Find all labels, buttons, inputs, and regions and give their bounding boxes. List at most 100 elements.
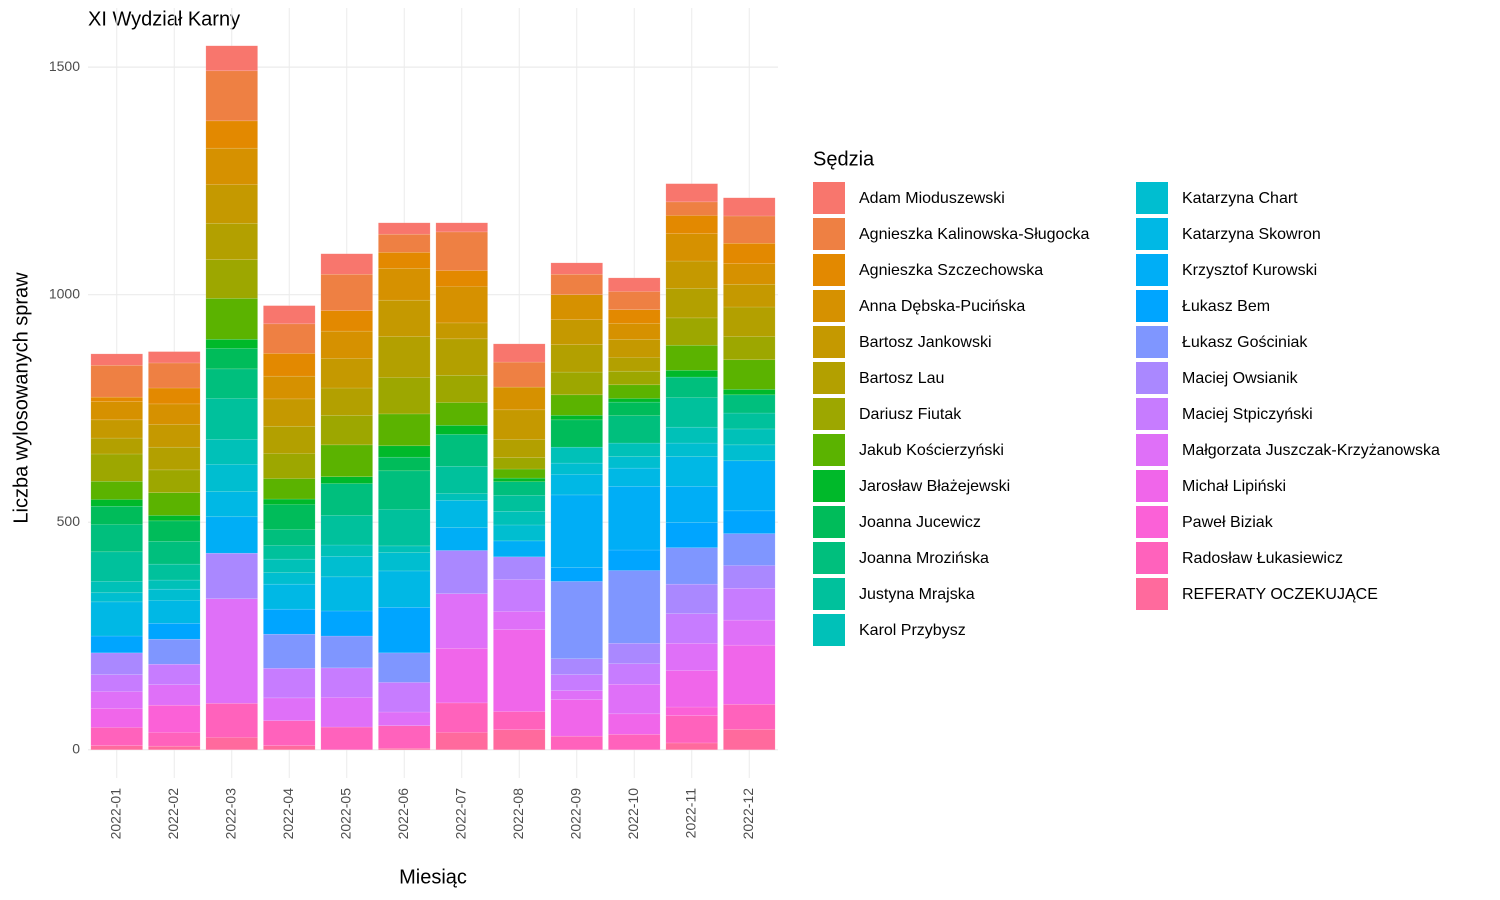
bar-segment xyxy=(263,583,316,610)
bar-segment xyxy=(378,299,431,337)
bar-segment xyxy=(263,425,316,454)
legend-key xyxy=(813,218,845,250)
bar-segment xyxy=(148,492,201,516)
bar-segment xyxy=(665,547,718,585)
bar-segment xyxy=(378,445,431,458)
bar-segment xyxy=(493,468,546,479)
bar-segment xyxy=(723,460,776,512)
bar-segment xyxy=(723,359,776,390)
bar-segment xyxy=(723,336,776,361)
bar-segment xyxy=(320,253,373,275)
bar-segment xyxy=(723,428,776,446)
legend-label: Dariusz Fiutak xyxy=(859,406,962,423)
legend-key xyxy=(813,434,845,466)
bar-segment xyxy=(550,690,603,700)
bar-segment xyxy=(608,684,661,715)
bar-segment xyxy=(550,394,603,416)
bar-segment xyxy=(263,558,316,574)
bar-segment xyxy=(263,498,316,505)
legend-label: Joanna Mrozińska xyxy=(859,550,989,567)
bar-segment xyxy=(205,348,258,370)
bar-segment xyxy=(263,323,316,354)
bar-segment xyxy=(608,442,661,457)
bar-segment xyxy=(90,592,143,603)
legend-label: Łukasz Gościniak xyxy=(1182,334,1308,351)
legend-key xyxy=(1136,578,1168,610)
bar-segment xyxy=(723,412,776,430)
bar-segment xyxy=(665,201,718,216)
bar-segment xyxy=(148,387,201,405)
x-tick-label: 2022-02 xyxy=(165,788,181,840)
bar-segment xyxy=(723,389,776,396)
legend-label: Łukasz Bem xyxy=(1182,298,1270,315)
legend-key xyxy=(813,326,845,358)
legend-label: Katarzyna Skowron xyxy=(1182,226,1321,243)
bar-segment xyxy=(148,588,201,601)
legend-label: Jakub Kościerzyński xyxy=(859,442,1004,459)
x-tick-label: 2022-06 xyxy=(395,788,411,840)
bar-segment xyxy=(493,511,546,526)
bar-segment xyxy=(723,444,776,462)
bar-segment xyxy=(608,277,661,292)
bar-segment xyxy=(493,439,546,458)
bar-segment xyxy=(263,608,316,635)
legend-label: REFERATY OCZEKUJĄCE xyxy=(1182,586,1378,603)
bar-segment xyxy=(665,288,718,319)
legend-key xyxy=(1136,434,1168,466)
bar-segment xyxy=(148,515,201,522)
x-tick-label: 2022-03 xyxy=(222,788,238,840)
bar-segment xyxy=(90,524,143,553)
bar-segment xyxy=(723,533,776,566)
bar-segment xyxy=(378,222,431,235)
bar-segment xyxy=(148,663,201,685)
bar-segment xyxy=(665,397,718,428)
bar-segment xyxy=(493,711,546,731)
bar-segment xyxy=(320,667,373,698)
bar-segment xyxy=(665,317,718,346)
bar-segment xyxy=(550,273,603,295)
bar-segment xyxy=(263,572,316,585)
bar-segment xyxy=(320,726,373,751)
bar-segment xyxy=(550,344,603,373)
bar-segment xyxy=(205,147,258,185)
bar-segment xyxy=(205,516,258,554)
y-axis-label: Liczba wylosowanych spraw xyxy=(10,272,32,524)
bar-segment xyxy=(493,540,546,558)
bar-segment xyxy=(320,515,373,546)
bar-segment xyxy=(148,579,201,590)
bar-segment xyxy=(205,368,258,399)
bar-segment xyxy=(263,375,316,400)
legend-label: Agnieszka Szczechowska xyxy=(859,262,1043,279)
x-axis-label: Miesiąc xyxy=(399,866,467,888)
bar-segment xyxy=(320,483,373,516)
legend-key xyxy=(813,506,845,538)
bar-segment xyxy=(378,682,431,713)
bar-segment xyxy=(665,456,718,487)
y-tick-label: 1000 xyxy=(49,285,80,301)
bar-segment xyxy=(148,424,201,448)
bar-segment xyxy=(90,635,143,654)
bar-segment xyxy=(665,583,718,614)
bar-segment xyxy=(435,732,488,751)
bar-segment xyxy=(608,309,661,324)
bar-segment xyxy=(550,674,603,691)
legend-key xyxy=(1136,254,1168,286)
bar-segment xyxy=(435,425,488,435)
bar-segment xyxy=(723,263,776,285)
bar-segment xyxy=(550,319,603,346)
bar-segment xyxy=(435,593,488,649)
bar-segment xyxy=(665,442,718,457)
legend-key xyxy=(813,614,845,646)
legend-key xyxy=(1136,362,1168,394)
bar-segment xyxy=(550,462,603,475)
bar-segment xyxy=(665,715,718,744)
x-tick-label: 2022-11 xyxy=(682,788,698,839)
bar-segment xyxy=(665,260,718,289)
bar-segment xyxy=(493,361,546,388)
bar-segment xyxy=(148,520,201,542)
legend-key xyxy=(1136,506,1168,538)
bar-segment xyxy=(90,601,143,637)
bar-segment xyxy=(435,338,488,376)
bar-segment xyxy=(205,552,258,599)
bar-segment xyxy=(205,339,258,349)
